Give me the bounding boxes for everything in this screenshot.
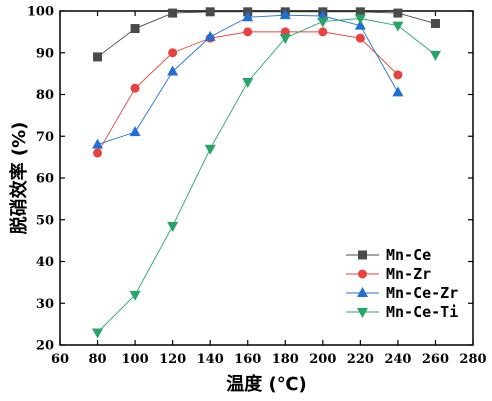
data-point-mn-zr — [280, 27, 290, 37]
data-point-mn-ce — [430, 19, 440, 29]
data-point-mn-ce-zr — [167, 65, 179, 76]
legend-item-mn-zr: Mn-Zr — [346, 265, 431, 283]
data-point-mn-ce-zr — [129, 126, 141, 137]
data-point-mn-ce-ti — [392, 21, 404, 32]
x-tick-label: 200 — [309, 352, 336, 367]
legend-item-mn-ce-ti: Mn-Ce-Ti — [346, 303, 458, 321]
y-tick-label: 60 — [36, 172, 54, 187]
x-tick-label: 260 — [422, 352, 449, 367]
x-tick-label: 280 — [459, 352, 486, 367]
data-point-mn-zr — [393, 70, 403, 80]
y-tick-label: 70 — [36, 130, 54, 145]
x-tick-label: 60 — [51, 352, 69, 367]
y-tick-label: 80 — [36, 88, 54, 103]
data-point-mn-ce — [205, 7, 215, 17]
series-group — [92, 7, 441, 339]
data-point-mn-ce-zr — [92, 138, 104, 149]
x-tick-label: 160 — [234, 352, 261, 367]
y-tick-label: 40 — [36, 255, 54, 270]
x-tick-label: 140 — [197, 352, 224, 367]
legend-marker — [358, 269, 367, 279]
data-point-mn-ce-zr — [392, 86, 404, 97]
x-tick-label: 180 — [272, 352, 299, 367]
data-point-mn-ce-zr — [204, 30, 216, 41]
data-point-mn-zr — [168, 48, 178, 58]
data-point-mn-ce — [393, 8, 403, 18]
x-tick-label: 100 — [122, 352, 149, 367]
legend-label: Mn-Ce — [386, 246, 431, 264]
x-tick-label: 120 — [159, 352, 186, 367]
x-tick-label: 80 — [88, 352, 106, 367]
data-point-mn-ce-ti — [279, 34, 291, 45]
data-point-mn-ce — [130, 24, 140, 34]
data-point-mn-ce — [168, 8, 178, 18]
x-axis-title: 温度 (℃) — [226, 373, 307, 395]
data-point-mn-ce-ti — [354, 14, 366, 25]
x-tick-label: 220 — [347, 352, 374, 367]
legend-label: Mn-Ce-Ti — [386, 303, 458, 321]
legend-marker — [357, 308, 368, 318]
y-tick-label: 30 — [36, 297, 54, 312]
y-tick-label: 20 — [36, 339, 54, 354]
y-tick-label: 90 — [36, 46, 54, 61]
data-point-mn-zr — [355, 33, 365, 43]
series-line-mn-zr — [97, 31, 399, 154]
data-point-mn-ce-ti — [129, 290, 141, 301]
data-point-mn-ce-zr — [279, 9, 291, 20]
data-point-mn-zr — [243, 27, 253, 37]
data-point-mn-zr — [318, 27, 328, 37]
series-mn-ce — [93, 7, 440, 62]
legend-marker — [357, 287, 368, 297]
data-point-mn-ce-zr — [242, 11, 254, 22]
axes: 60 80 100 120 140 160 180 200 220 240 260 280 20 30 40… — [27, 5, 487, 368]
legend-item-mn-ce: Mn-Ce — [346, 246, 431, 264]
x-tick-label: 240 — [384, 352, 411, 367]
legend-item-mn-ce-zr: Mn-Ce-Zr — [346, 284, 458, 302]
y-tick-label: 50 — [36, 213, 54, 228]
y-tick-label: 100 — [27, 5, 54, 20]
legend-marker — [358, 250, 367, 260]
series-mn-zr — [93, 27, 403, 158]
legend-label: Mn-Zr — [386, 265, 431, 283]
series-mn-ce-ti — [92, 14, 441, 339]
data-point-mn-ce-ti — [429, 50, 441, 61]
series-line-mn-ce — [97, 11, 436, 58]
data-point-mn-ce-ti — [317, 17, 329, 28]
legend-label: Mn-Ce-Zr — [386, 284, 458, 302]
data-point-mn-zr — [130, 83, 140, 93]
data-point-mn-ce-ti — [204, 144, 216, 155]
data-point-mn-ce-ti — [167, 222, 179, 233]
y-axis-title: 脱硝效率 (%) — [8, 122, 30, 235]
data-point-mn-ce-zr — [354, 19, 366, 30]
data-point-mn-zr — [93, 148, 103, 158]
data-point-mn-ce — [355, 7, 365, 17]
series-line-mn-ce-ti — [97, 18, 436, 333]
data-point-mn-ce — [93, 52, 103, 62]
data-point-mn-ce-ti — [92, 328, 104, 339]
data-point-mn-ce-ti — [242, 77, 254, 88]
series-mn-ce-zr — [92, 9, 404, 149]
